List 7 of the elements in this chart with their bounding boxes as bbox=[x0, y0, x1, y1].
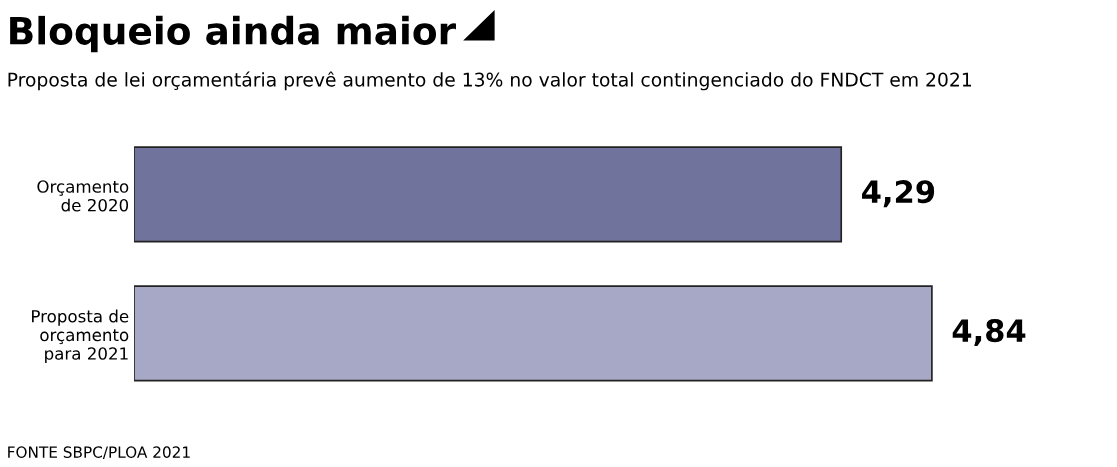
y-tick-label: Proposta de orçamento para 2021 bbox=[32, 309, 129, 364]
data-label: 4,84 bbox=[952, 319, 1026, 347]
data-label: 4,29 bbox=[862, 180, 935, 208]
chart-subtitle: Proposta de lei orçamentária prevê aumento de 13% no valor total contingenciado do FNDCT em 2021 bbox=[8, 71, 972, 91]
y-tick-label: Orçamento de 2020 bbox=[37, 180, 129, 212]
chart-title: Bloqueio ainda maior bbox=[10, 15, 456, 53]
source-note: FONTE SBPC/PLOA 2021 bbox=[8, 446, 190, 460]
